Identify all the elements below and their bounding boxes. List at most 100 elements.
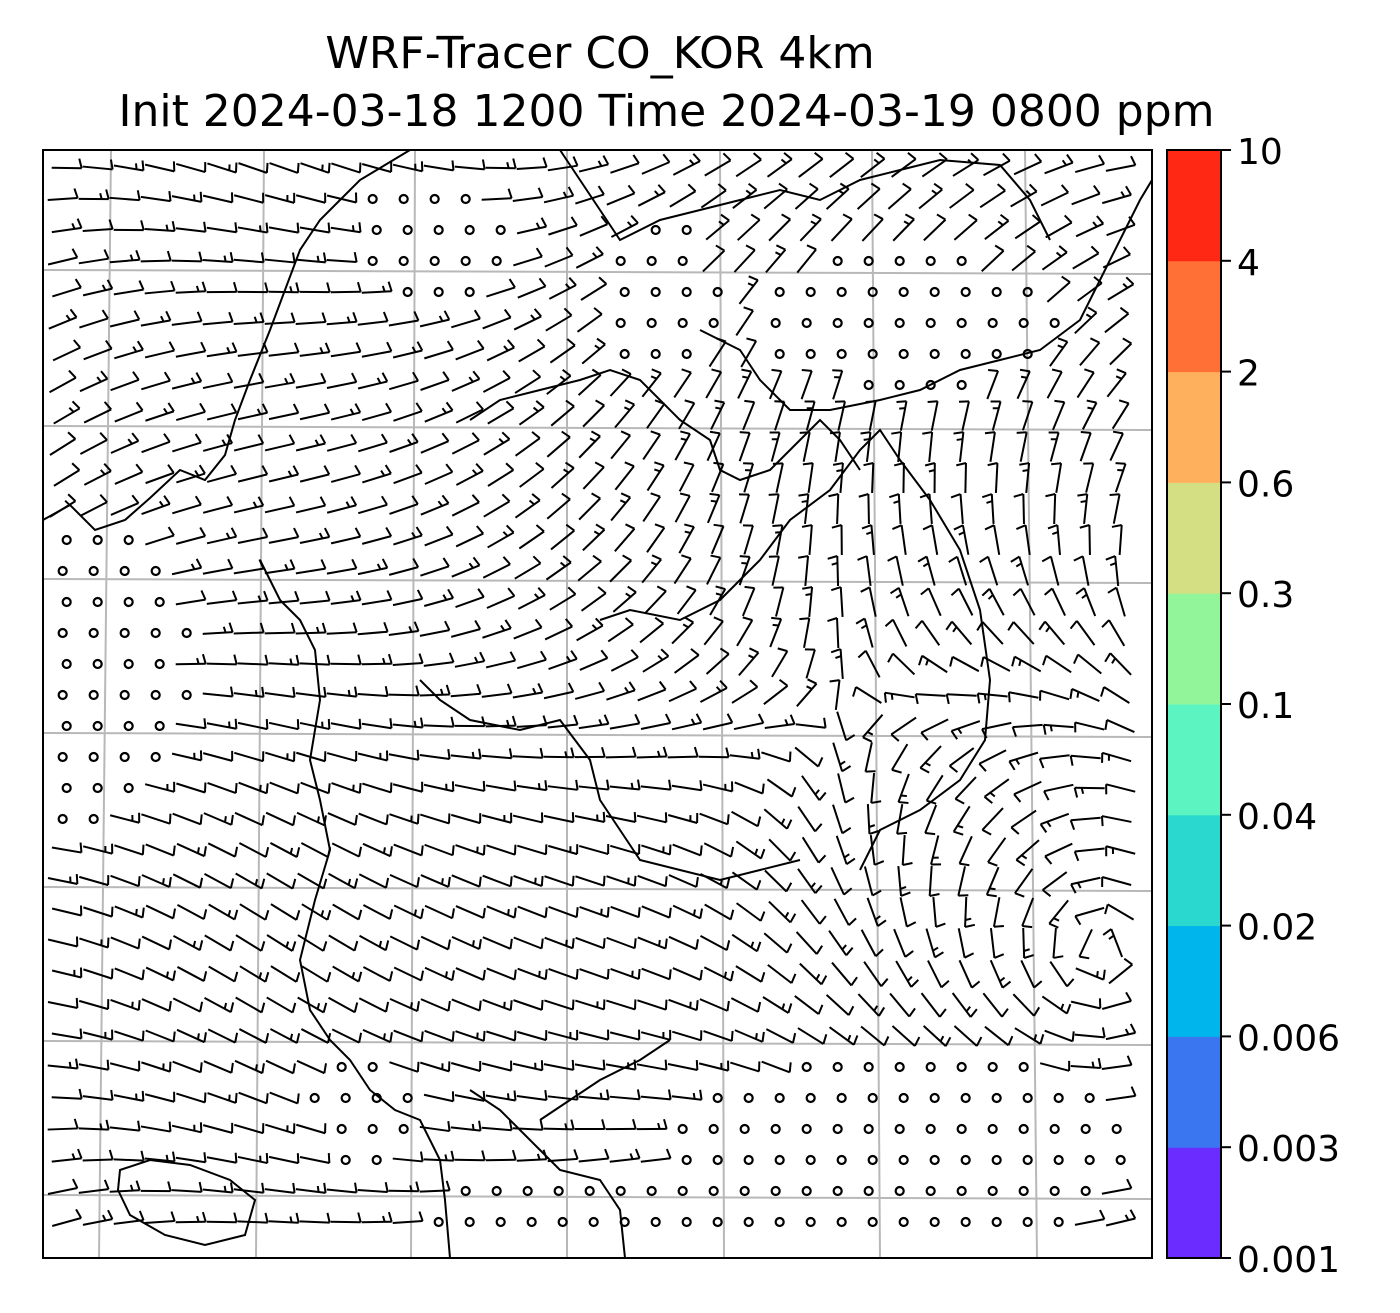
calm-circle-icon (181, 689, 192, 701)
wind-barb-icon (485, 158, 517, 170)
calm-circle-icon (681, 348, 692, 360)
wind-barb-icon (639, 616, 664, 644)
wind-barb-icon (1101, 1055, 1133, 1071)
wind-barb-icon (110, 371, 140, 392)
wind-barb-icon (1101, 619, 1126, 647)
calm-circle-icon (956, 1061, 967, 1073)
wind-barb-icon (114, 463, 144, 485)
wind-barb-icon (950, 493, 964, 525)
wind-barb-icon (295, 192, 327, 204)
wind-barb-icon (326, 372, 358, 389)
wind-barb-icon (733, 713, 765, 731)
wind-barb-icon (544, 875, 575, 887)
calm-circle-icon (88, 565, 99, 577)
wind-barb-icon (706, 492, 721, 524)
wind-barb-icon (327, 812, 358, 826)
calm-circle-icon (1053, 1216, 1064, 1228)
wind-barb-icon (420, 1061, 451, 1073)
calm-circle-icon (402, 224, 413, 236)
calm-circle-icon (898, 348, 909, 360)
wind-barb-icon (518, 338, 546, 363)
calm-circle-icon (526, 1216, 537, 1228)
wind-barb-icon (171, 251, 203, 263)
wind-barb-icon (1051, 462, 1063, 493)
wind-barb-icon (264, 252, 296, 264)
wind-barb-icon (265, 751, 296, 763)
calm-circle-icon (557, 1216, 568, 1228)
calm-circle-icon (336, 1123, 347, 1135)
wind-barb-icon (827, 555, 840, 587)
wind-barb-icon (78, 1059, 110, 1071)
wind-barb-icon (700, 934, 731, 952)
wind-barb-icon (207, 1028, 239, 1044)
wind-barb-icon (424, 525, 454, 547)
calm-circle-icon (92, 596, 103, 608)
wind-barb-icon (233, 372, 265, 389)
calm-circle-icon (681, 1216, 692, 1228)
wind-barb-icon (326, 496, 358, 514)
wind-barb-icon (830, 213, 853, 242)
calm-circle-icon (433, 224, 444, 236)
wind-barb-icon (176, 782, 207, 794)
wind-barb-icon (206, 654, 238, 666)
wind-barb-icon (830, 648, 844, 680)
wind-barb-icon (393, 966, 425, 982)
wind-barb-icon (481, 1060, 513, 1072)
wind-barb-icon (1073, 786, 1105, 798)
wind-barb-icon (234, 811, 265, 827)
wind-barb-icon (888, 493, 902, 525)
wind-barb-icon (769, 616, 783, 648)
wind-barb-icon (804, 648, 816, 679)
wind-barb-icon (359, 934, 390, 952)
wind-barb-icon (637, 936, 668, 950)
wind-barb-icon (710, 523, 725, 555)
wind-barb-icon (772, 462, 784, 493)
calm-circle-icon (863, 1061, 874, 1073)
wind-barb-icon (978, 749, 1007, 772)
wind-barb-icon (606, 999, 637, 1011)
wind-barb-icon (144, 280, 176, 295)
wind-barb-icon (235, 934, 266, 952)
wind-barb-icon (1045, 214, 1073, 239)
wind-barb-icon (1074, 906, 1105, 926)
calm-circle-icon (154, 596, 165, 608)
wind-barb-icon (981, 244, 1005, 272)
wind-barb-icon (953, 213, 978, 241)
wind-barb-icon (392, 717, 424, 729)
calm-circle-icon (925, 1061, 936, 1073)
wind-barb-icon (700, 872, 731, 890)
wind-barb-icon (1016, 431, 1028, 462)
calm-circle-icon (340, 1092, 351, 1104)
wind-barb-icon (295, 434, 327, 452)
wind-barb-icon (233, 312, 265, 325)
wind-barb-icon (768, 213, 791, 242)
wind-barb-icon (678, 523, 695, 554)
wind-barb-icon (855, 617, 874, 648)
calm-circle-icon (92, 658, 103, 670)
wind-barb-icon (202, 251, 234, 263)
wind-barb-icon (1071, 184, 1101, 206)
wind-barb-icon (237, 222, 269, 234)
wind-barb-icon (265, 1123, 296, 1135)
wind-barb-icon (957, 866, 969, 897)
wind-barb-icon (516, 780, 548, 792)
parallel-line (42, 886, 1153, 892)
wind-barb-icon (268, 403, 300, 421)
wind-barb-icon (264, 1182, 296, 1194)
wind-barb-icon (605, 811, 637, 823)
wind-barb-icon (636, 1059, 668, 1071)
wind-barb-icon (1075, 587, 1097, 617)
wind-barb-icon (295, 496, 327, 514)
colorbar-segment (1167, 925, 1221, 1037)
wind-barb-icon (918, 182, 943, 210)
calm-circle-icon (832, 317, 843, 329)
wind-barb-icon (801, 836, 827, 864)
wind-barb-icon (455, 401, 484, 424)
wind-barb-icon (575, 936, 606, 950)
wind-barb-icon (175, 162, 207, 174)
wind-barb-icon (357, 311, 389, 326)
wind-barb-icon (579, 215, 609, 237)
wind-barb-icon (1106, 368, 1127, 398)
wind-barb-icon (357, 686, 389, 698)
wind-barb-icon (110, 874, 141, 888)
